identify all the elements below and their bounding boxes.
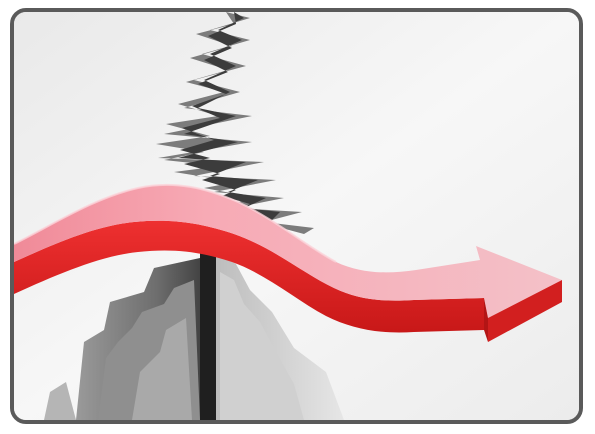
crack-arrow-illustration <box>14 12 579 420</box>
image-frame <box>10 8 583 424</box>
